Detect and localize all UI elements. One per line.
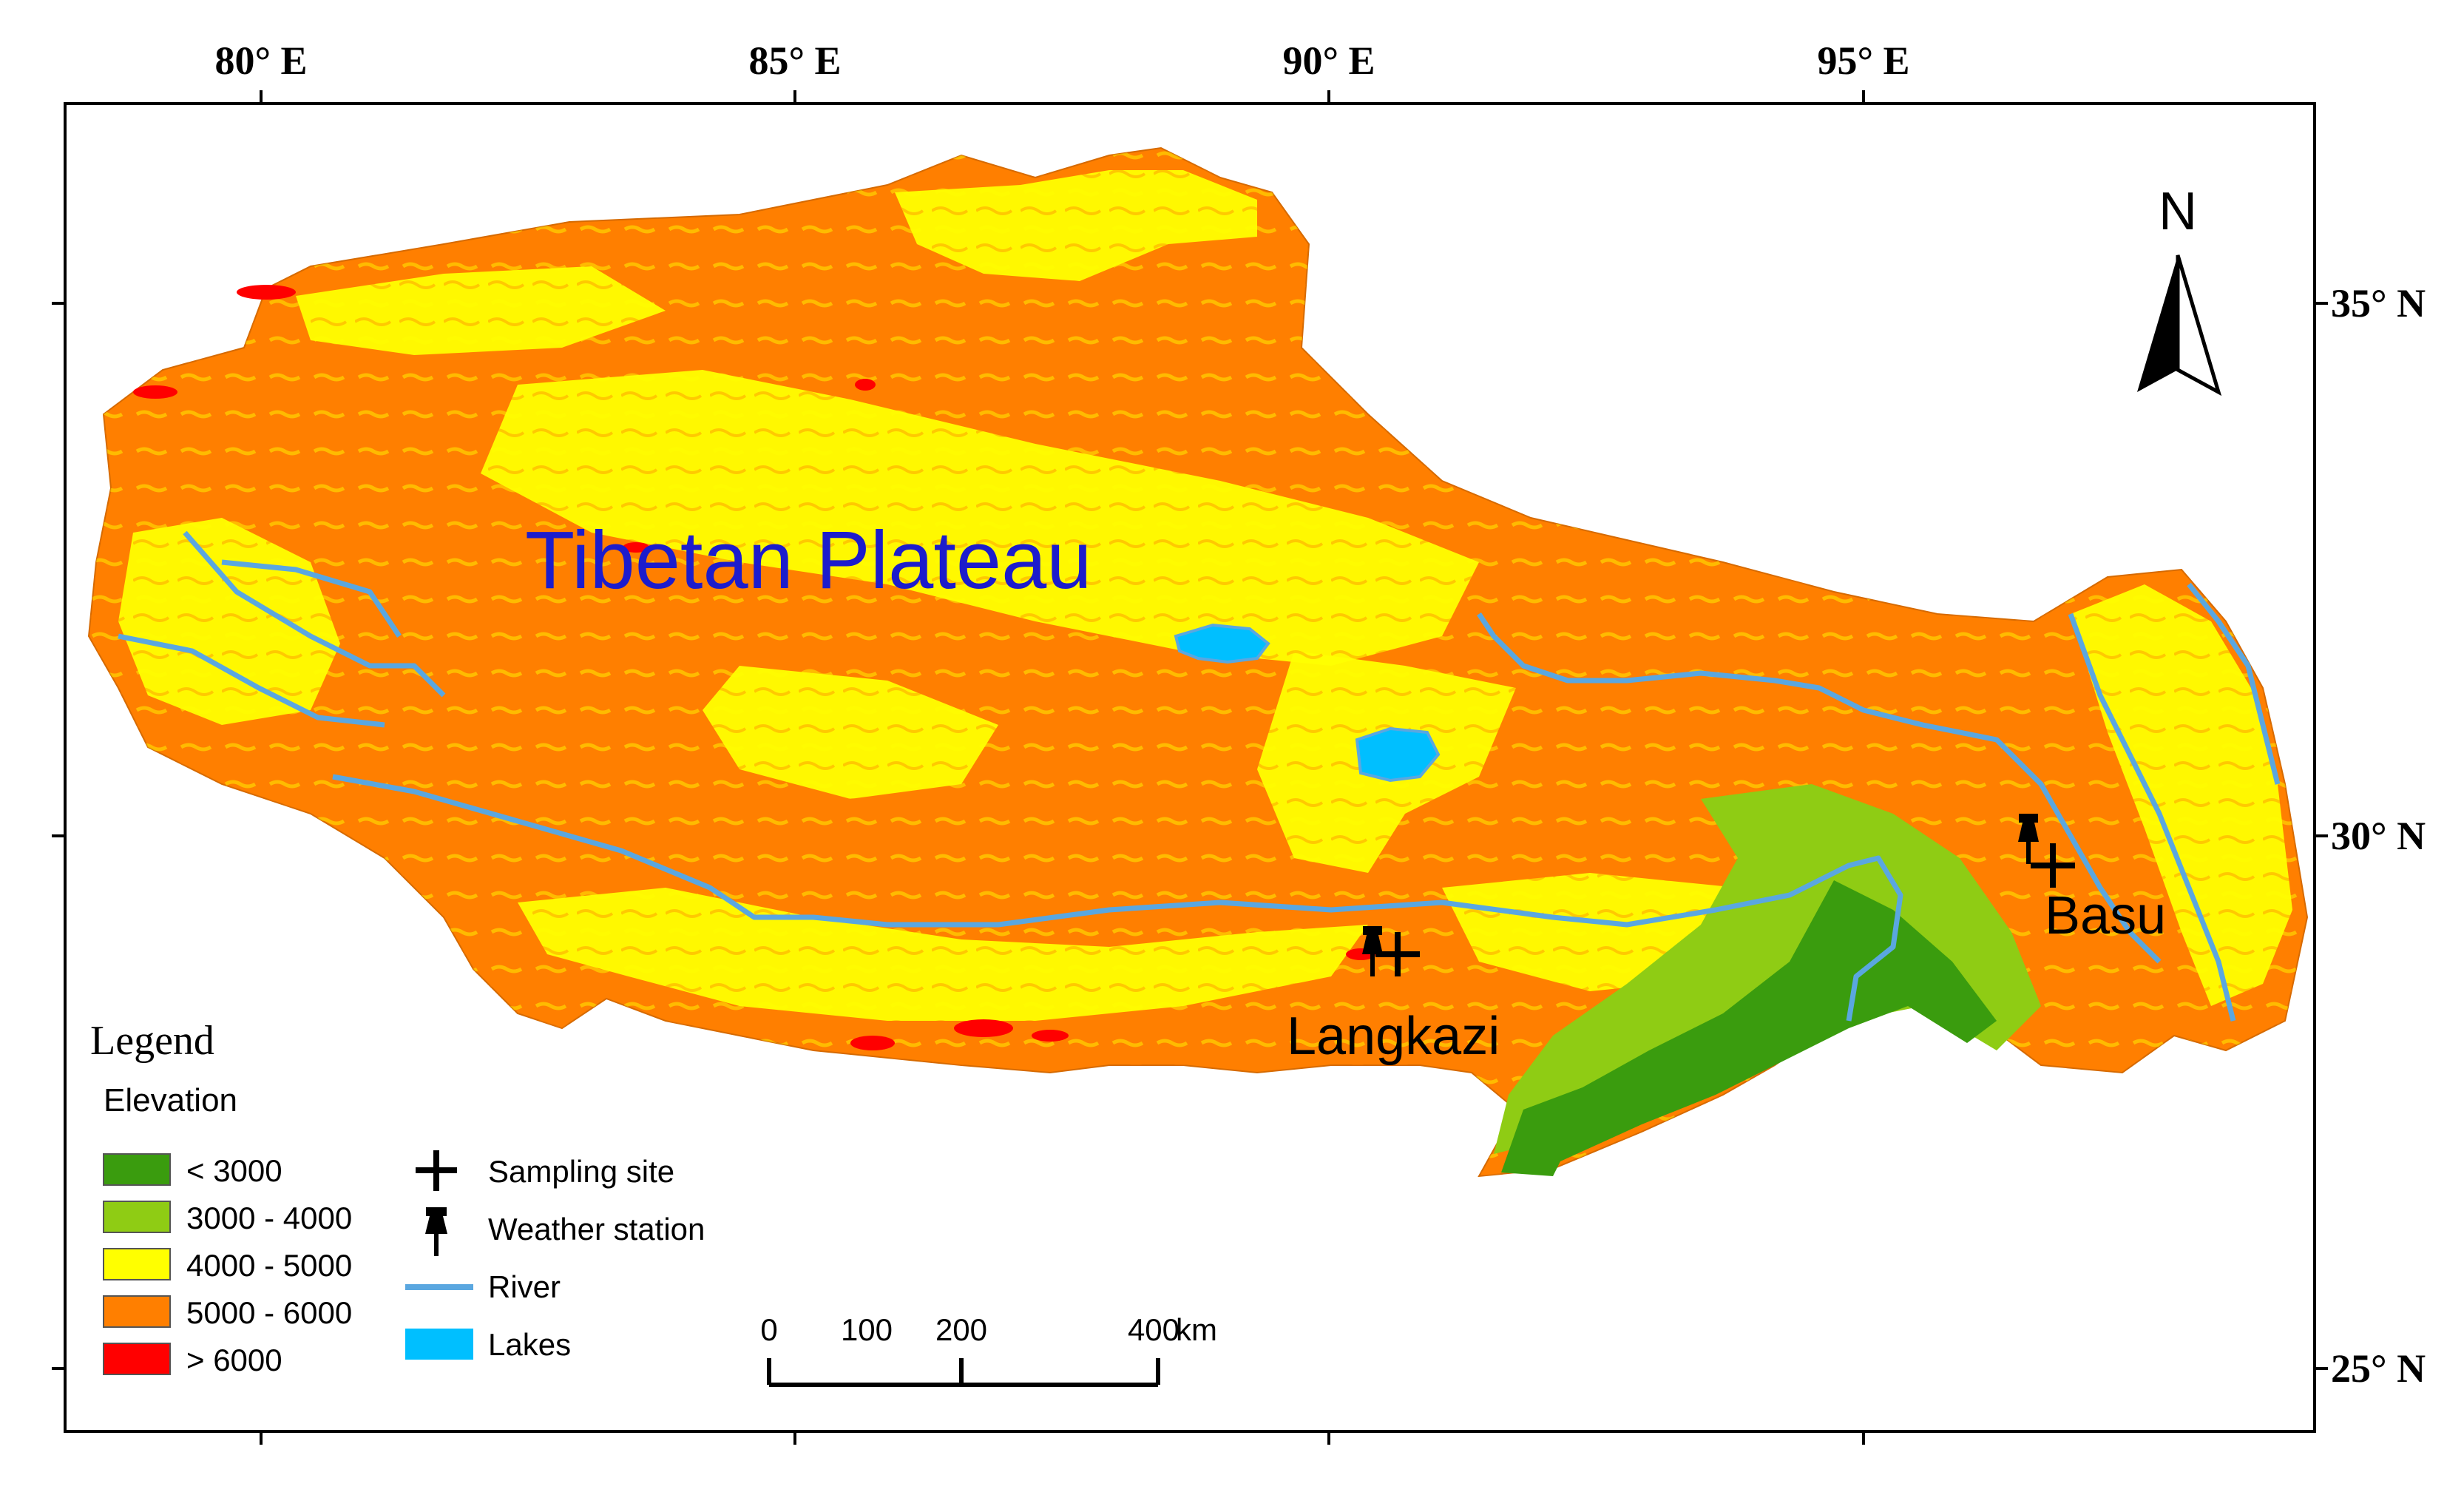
lon-label-95: 95° E [1817,38,1909,83]
lat-label-35: 35° N [2331,281,2426,325]
legend-label-above-6000: > 6000 [186,1343,282,1377]
swatch-4000-5000 [103,1248,171,1280]
latitude-labels: 35° N 30° N 25° N [2331,281,2426,1391]
lon-label-80: 80° E [214,38,307,83]
legend-label-below-3000: < 3000 [186,1153,282,1188]
pushpin-icon [425,1207,447,1256]
swatch-5000-6000 [103,1295,171,1328]
lat-label-30: 30° N [2331,814,2426,858]
river-west-3 [221,559,402,638]
river-east-2 [2068,612,2236,1022]
swatch-3000-4000 [103,1201,171,1233]
scale-tick-400: 400 [1128,1312,1179,1347]
lat-label-25: 25° N [2331,1346,2426,1391]
longitude-labels: 80° E 85° E 90° E 95° E [214,38,1909,83]
river-west-2 [118,633,385,728]
legend-elevation-swatches [103,1153,171,1375]
plus-icon [2031,843,2075,888]
lake-selin-co [1355,726,1441,783]
scale-unit: km [1176,1312,1217,1347]
plus-icon [1375,932,1420,976]
legend-subtitle: Elevation [104,1082,237,1118]
legend: Legend Elevation < 3000 3000 - 4000 4000… [90,1018,705,1377]
legend-label-4000-5000: 4000 - 5000 [186,1248,352,1283]
scale-tick-200: 200 [935,1312,987,1347]
swatch-above-6000 [103,1343,171,1375]
scale-tick-100: 100 [841,1312,893,1347]
legend-label-lakes: Lakes [488,1327,571,1362]
map-title: Tibetan Plateau [525,515,1091,606]
legend-label-weather-station: Weather station [488,1212,705,1246]
scale-tick-0: 0 [760,1312,777,1347]
scale-bar: 0 100 200 400 km [760,1312,1217,1387]
pushpin-icon [1362,926,1383,976]
lakes-legend-swatch [405,1329,473,1360]
river-west [183,530,446,698]
north-arrow-icon: N [2137,182,2222,396]
swatch-below-3000 [103,1153,171,1186]
north-arrow-label: N [2159,182,2197,241]
legend-label-5000-6000: 5000 - 6000 [186,1295,352,1330]
elevation-zone-below-3000 [1501,880,1997,1176]
river-east-upper [1477,612,2162,964]
plus-icon [416,1150,457,1191]
rivers [118,530,2281,1022]
legend-label-sampling-site: Sampling site [488,1154,674,1189]
lon-label-85: 85° E [748,38,841,83]
site-basu[interactable]: Basu [2018,814,2166,945]
map-frame [64,102,2316,1433]
elevation-map [87,146,2309,1178]
legend-label-river: River [488,1269,561,1304]
lake-nam-co [1174,623,1270,664]
river-yarlung [332,774,1903,1022]
lon-label-90: 90° E [1282,38,1375,83]
site-langkazi[interactable]: Langkazi [1287,926,1500,1066]
legend-title: Legend [90,1018,214,1064]
pushpin-icon [2018,814,2039,864]
site-label: Langkazi [1287,1007,1500,1066]
site-label: Basu [2045,886,2166,945]
graticule-ticks [52,90,2328,1445]
river-east-3 [2187,582,2281,785]
legend-label-3000-4000: 3000 - 4000 [186,1201,352,1235]
